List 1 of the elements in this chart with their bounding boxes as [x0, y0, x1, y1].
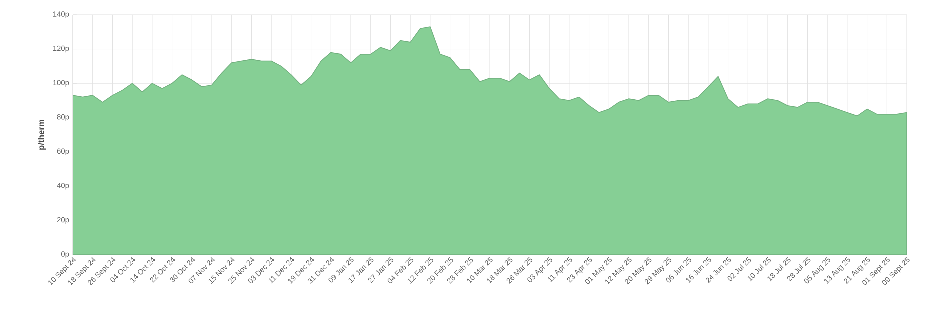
y-axis-title: p/therm — [38, 120, 46, 150]
